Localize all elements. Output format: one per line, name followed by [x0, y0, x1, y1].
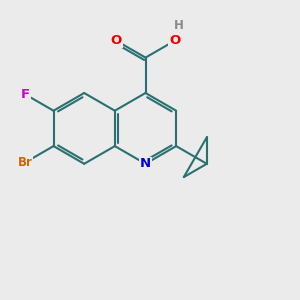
- Text: H: H: [174, 19, 184, 32]
- Text: Br: Br: [18, 156, 33, 169]
- Text: F: F: [21, 88, 30, 101]
- Text: O: O: [111, 34, 122, 47]
- Text: O: O: [169, 34, 180, 47]
- Text: N: N: [140, 157, 151, 170]
